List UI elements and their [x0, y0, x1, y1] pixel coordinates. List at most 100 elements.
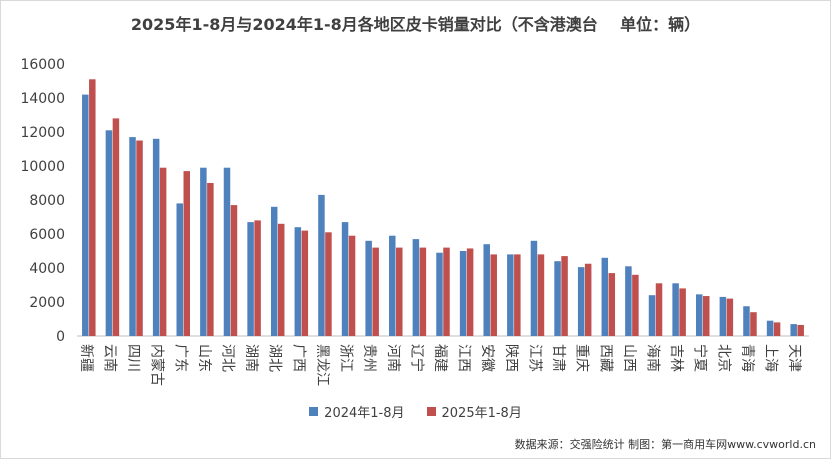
- x-tick-label: 四川: [125, 344, 141, 372]
- bar-series1-21: [577, 267, 585, 336]
- x-tick-label: 湖北: [267, 344, 283, 372]
- bar-series2-12: [372, 247, 379, 336]
- legend-label: 2024年1-8月: [324, 406, 405, 421]
- x-tick-label: 河南: [385, 344, 401, 372]
- bar-series2-2: [136, 140, 143, 336]
- bar-series1-30: [790, 324, 797, 336]
- bar-series1-16: [459, 251, 467, 336]
- bar-series1-8: [270, 206, 278, 336]
- bar-series1-22: [601, 257, 609, 336]
- x-tick-label: 浙江: [338, 344, 354, 372]
- x-tick-label: 江西: [456, 344, 472, 372]
- bar-series1-15: [436, 252, 443, 336]
- bar-chart-plot: 0 2000 4000 6000 8000 10000 12000 14000 16000 新疆云…: [20, 57, 809, 386]
- bar-series2-25: [679, 288, 686, 336]
- bar-series2-14: [419, 247, 427, 336]
- bar-series1-25: [672, 283, 679, 336]
- bar-series1-1: [105, 130, 113, 336]
- bar-series2-27: [726, 298, 734, 336]
- legend-swatch: [426, 407, 436, 416]
- x-tick-label: 甘肃: [550, 344, 566, 372]
- legend-swatch: [309, 407, 319, 416]
- bar-series1-3: [152, 138, 160, 336]
- y-tick-label: 0: [56, 329, 65, 345]
- x-tick-label: 内蒙古: [149, 344, 165, 386]
- x-tick-label: 山西: [621, 344, 637, 372]
- bar-series1-23: [625, 266, 632, 336]
- y-tick-label: 14000: [20, 91, 65, 107]
- bar-series1-9: [294, 227, 302, 336]
- x-tick-label: 新疆: [78, 344, 94, 372]
- x-tick-label: 西藏: [597, 344, 613, 372]
- x-tick-label: 天津: [786, 344, 802, 372]
- x-tick-label: 安徽: [479, 344, 495, 372]
- bar-series1-5: [200, 167, 207, 336]
- bar-series2-19: [537, 254, 545, 336]
- x-tick-label: 辽宁: [408, 344, 425, 372]
- legend-item-2: 2025年1-8月: [426, 402, 522, 421]
- source-note: 数据来源：交强险统计 制图：第一商用车网www.cvworld.cn: [514, 438, 816, 451]
- bar-series1-6: [223, 167, 231, 336]
- x-tick-label: 陕西: [503, 344, 519, 372]
- x-tick-label: 北京: [715, 344, 731, 372]
- y-tick-label: 8000: [29, 193, 65, 209]
- bar-series2-23: [632, 274, 639, 336]
- bar-series1-4: [176, 203, 184, 336]
- x-tick-label: 上海: [763, 344, 779, 372]
- y-tick-label: 6000: [29, 227, 65, 243]
- x-tick-label: 广西: [290, 344, 306, 372]
- bar-series2-7: [254, 220, 261, 336]
- bar-series2-26: [702, 296, 710, 336]
- x-tick-label: 江苏: [526, 344, 542, 372]
- bar-series1-29: [766, 320, 774, 336]
- y-tick-label: 4000: [29, 261, 65, 277]
- bar-series2-6: [230, 205, 238, 336]
- bar-series1-24: [648, 295, 656, 336]
- bar-series1-28: [743, 306, 750, 336]
- bar-series1-2: [129, 137, 136, 336]
- bar-series1-18: [507, 254, 514, 336]
- chart-legend: 2024年1-8月 2025年1-8月: [1, 402, 830, 421]
- bar-series1-0: [82, 94, 89, 336]
- bar-series2-18: [514, 254, 521, 336]
- bar-series2-29: [773, 322, 781, 336]
- x-tick-label: 海南: [645, 344, 661, 372]
- bar-series1-19: [530, 240, 538, 336]
- bar-series2-3: [159, 167, 167, 336]
- bar-series1-27: [719, 296, 727, 336]
- x-tick-label: 福建: [432, 344, 448, 372]
- x-tick-label: 宁夏: [692, 344, 709, 372]
- bar-series1-14: [412, 239, 420, 336]
- y-tick-label: 12000: [20, 125, 65, 141]
- bar-series2-17: [490, 254, 497, 336]
- bar-series2-13: [396, 247, 403, 336]
- bar-series2-15: [443, 247, 450, 336]
- y-tick-label: 10000: [20, 159, 65, 175]
- x-tick-label: 重庆: [574, 344, 590, 372]
- bar-series1-7: [247, 222, 254, 336]
- x-tick-label: 河北: [219, 344, 235, 372]
- bar-series2-30: [797, 324, 804, 336]
- bar-series2-0: [89, 79, 96, 337]
- x-tick-label: 云南: [101, 344, 117, 372]
- x-tick-label: 吉林: [668, 344, 684, 372]
- bar-series2-8: [277, 223, 285, 336]
- legend-item-1: 2024年1-8月: [309, 402, 405, 421]
- bar-series2-22: [608, 273, 616, 336]
- bar-series2-10: [325, 232, 332, 336]
- bar-series2-11: [348, 235, 356, 336]
- bar-series2-20: [561, 256, 568, 336]
- x-tick-label: 广东: [172, 344, 188, 372]
- bar-series2-1: [112, 118, 120, 337]
- bar-series1-17: [483, 244, 490, 336]
- x-tick-label: 山东: [196, 344, 212, 372]
- legend-label: 2025年1-8月: [441, 406, 522, 421]
- bar-series2-4: [183, 171, 191, 336]
- x-tick-label: 青海: [739, 344, 755, 372]
- bar-series2-16: [466, 248, 474, 336]
- bar-series2-28: [750, 312, 757, 336]
- bar-series1-13: [389, 235, 396, 336]
- bar-series1-26: [695, 294, 703, 336]
- chart-title: 2025年1-8月与2024年1-8月各地区皮卡销量对比（不含港澳台 单位：辆）: [130, 15, 701, 34]
